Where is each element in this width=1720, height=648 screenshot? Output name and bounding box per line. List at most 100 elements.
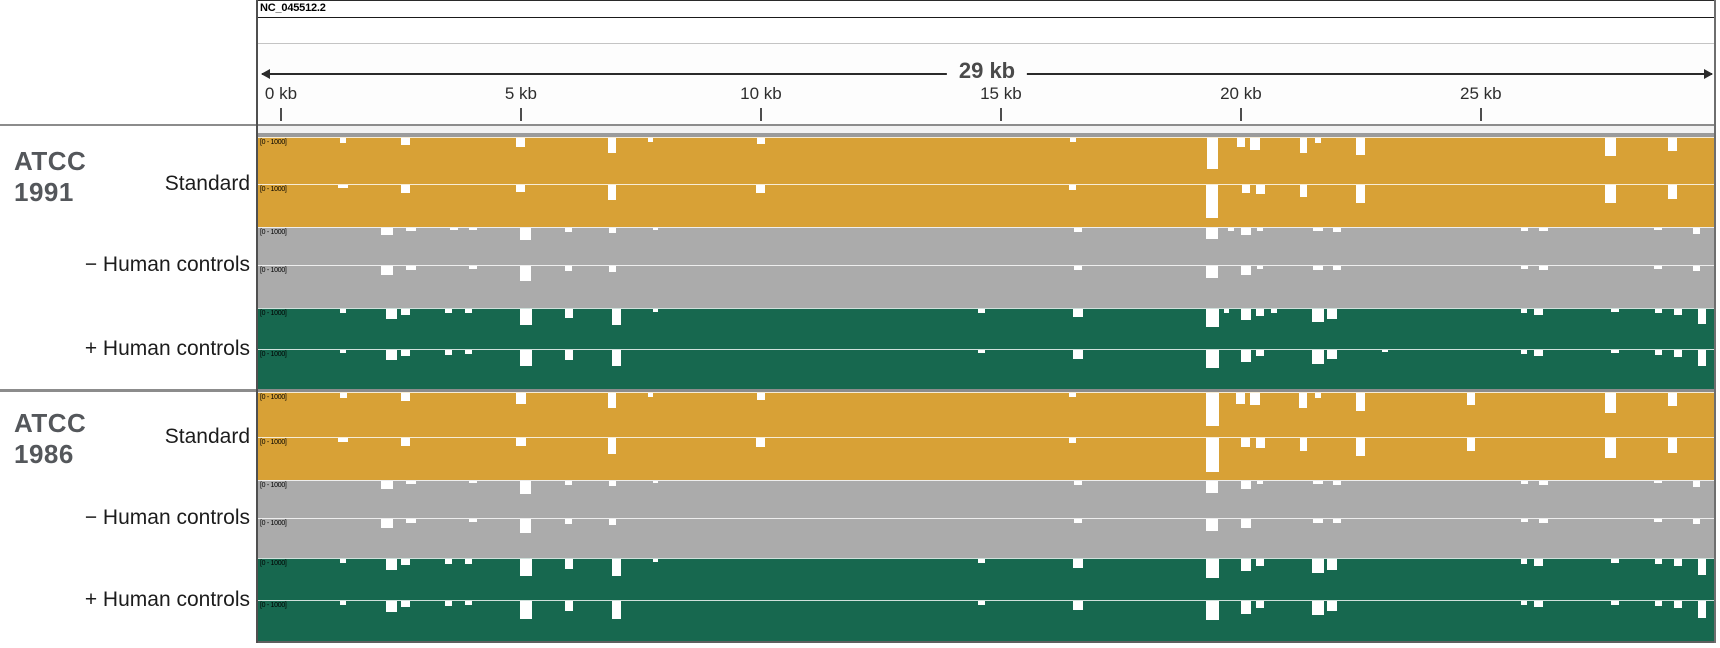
coverage-dropout (565, 228, 573, 232)
coverage-dropout (445, 559, 453, 564)
coverage-dropout (1069, 393, 1077, 398)
coverage-dropout (1611, 601, 1620, 605)
coverage-track-atcc-1991-standard-rep1[interactable]: [0 - 1000] (258, 137, 1716, 184)
tick-label: 10 kb (740, 84, 782, 103)
coverage-dropout (1205, 393, 1219, 426)
coverage-dropout (652, 481, 658, 484)
coverage-dropout (338, 438, 349, 443)
coverage-dropout (652, 559, 658, 563)
coverage-track-atcc-1986-plus-human-controls-rep2[interactable]: [0 - 1000] (258, 600, 1716, 641)
coverage-dropout (1533, 601, 1543, 608)
coverage-dropout (612, 350, 622, 367)
coverage-dropout (519, 309, 532, 325)
coverage-dropout (1311, 559, 1324, 573)
row-label-plus-human-controls-1991: + Human controls (84, 337, 250, 360)
coverage-dropout (380, 519, 393, 529)
coverage-track-atcc-1986-minus-human-controls-rep2[interactable]: [0 - 1000] (258, 518, 1716, 558)
coverage-dropout (1693, 519, 1701, 525)
coverage-dropout (608, 393, 617, 408)
coverage-track-atcc-1986-standard-rep2[interactable]: [0 - 1000] (258, 437, 1716, 480)
coverage-track-atcc-1991-plus-human-controls-rep2[interactable]: [0 - 1000] (258, 349, 1716, 389)
tick-mark (1239, 108, 1242, 121)
coverage-dropout (1693, 228, 1701, 234)
coverage-dropout (608, 228, 616, 234)
panel-border-right (1714, 0, 1716, 643)
row-label-minus-human-controls-1991: − Human controls (84, 253, 250, 276)
coverage-dropout (1611, 309, 1620, 313)
coverage-track-atcc-1991-standard-rep2[interactable]: [0 - 1000] (258, 184, 1716, 227)
coverage-track-atcc-1986-minus-human-controls-rep1[interactable]: [0 - 1000] (258, 480, 1716, 518)
group-label-atcc-1986: ATCC 1986 (14, 408, 244, 470)
coverage-dropout (401, 138, 411, 146)
coverage-dropout (565, 266, 573, 272)
coverage-dropout (340, 559, 347, 564)
coverage-dropout (1356, 185, 1366, 203)
track-range-label: [0 - 1000] (260, 351, 287, 358)
track-range-label: [0 - 1000] (260, 482, 287, 489)
coverage-dropout (1314, 393, 1321, 399)
coverage-dropout (1206, 138, 1218, 170)
coverage-dropout (1611, 559, 1620, 563)
track-range-label: [0 - 1000] (260, 520, 287, 527)
coverage-track-atcc-1991-minus-human-controls-rep2[interactable]: [0 - 1000] (258, 265, 1716, 308)
coverage-dropout (464, 350, 472, 354)
coverage-dropout (520, 266, 532, 281)
coverage-dropout (515, 438, 526, 447)
coverage-dropout (1236, 393, 1246, 404)
coverage-dropout (1257, 266, 1264, 270)
coverage-dropout (1467, 438, 1476, 451)
coverage-dropout (564, 559, 573, 569)
row-label-plus-human-controls-1986: + Human controls (84, 588, 250, 611)
coverage-dropout (401, 559, 411, 566)
coverage-dropout (1311, 309, 1324, 323)
coverage-dropout (401, 393, 411, 401)
coverage-dropout (565, 481, 573, 486)
span-length-label: 29 kb (946, 58, 1028, 84)
coverage-dropout (1693, 266, 1701, 272)
coverage-dropout (1604, 138, 1616, 157)
track-range-label: [0 - 1000] (260, 229, 287, 236)
coverage-dropout (652, 228, 658, 231)
coverage-dropout (756, 438, 766, 448)
coverage-dropout (1240, 350, 1251, 362)
coverage-dropout (405, 519, 416, 523)
coverage-dropout (401, 309, 411, 315)
coverage-dropout (1332, 481, 1341, 485)
coverage-dropout (1312, 228, 1323, 231)
coverage-dropout (1332, 228, 1341, 232)
coverage-dropout (1256, 350, 1265, 357)
coverage-dropout (405, 481, 416, 484)
coverage-dropout (1271, 309, 1278, 313)
coverage-dropout (1240, 519, 1251, 528)
coverage-dropout (1538, 481, 1548, 485)
tick-label: 20 kb (1220, 84, 1262, 103)
coverage-dropout (1668, 138, 1678, 151)
coverage-dropout (464, 309, 472, 314)
coverage-track-atcc-1991-minus-human-controls-rep1[interactable]: [0 - 1000] (258, 227, 1716, 265)
coverage-dropout (380, 228, 393, 236)
coverage-dropout (1072, 350, 1083, 359)
coverage-dropout (1311, 350, 1324, 364)
coverage-dropout (1257, 228, 1264, 232)
coverage-dropout (1069, 138, 1076, 142)
coverage-dropout (519, 559, 532, 577)
coverage-dropout (1240, 601, 1251, 614)
row-label-minus-human-controls-1986: − Human controls (84, 506, 250, 529)
coverage-dropout (1356, 138, 1366, 156)
coverage-dropout (978, 559, 986, 564)
genome-ruler[interactable]: 29 kb 0 kb 5 kb 10 kb 15 kb 20 kb 25 kb (258, 44, 1716, 124)
coverage-dropout (1205, 601, 1219, 621)
coverage-dropout (978, 601, 986, 605)
coverage-dropout (1654, 601, 1662, 607)
coverage-track-atcc-1986-plus-human-controls-rep1[interactable]: [0 - 1000] (258, 558, 1716, 600)
coverage-dropout (1072, 559, 1083, 569)
coverage-dropout (1520, 519, 1528, 523)
coverage-dropout (468, 266, 477, 269)
coverage-dropout (1604, 185, 1616, 204)
track-range-label: [0 - 1000] (260, 602, 287, 609)
track-range-label: [0 - 1000] (260, 186, 287, 193)
coverage-track-atcc-1986-standard-rep1[interactable]: [0 - 1000] (258, 392, 1716, 437)
coverage-track-atcc-1991-plus-human-controls-rep1[interactable]: [0 - 1000] (258, 308, 1716, 349)
coverage-dropout (564, 309, 573, 319)
coverage-dropout (1327, 309, 1338, 320)
